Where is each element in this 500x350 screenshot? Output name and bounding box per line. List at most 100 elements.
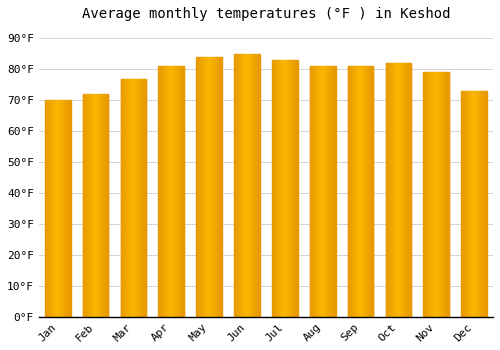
Bar bbox=[356, 66, 358, 317]
Bar bbox=[130, 78, 131, 317]
Bar bbox=[424, 72, 426, 317]
Bar bbox=[58, 100, 59, 317]
Bar bbox=[173, 66, 174, 317]
Bar bbox=[48, 100, 50, 317]
Bar bbox=[440, 72, 441, 317]
Bar bbox=[358, 66, 360, 317]
Bar bbox=[252, 54, 253, 317]
Bar bbox=[96, 94, 97, 317]
Bar bbox=[432, 72, 433, 317]
Bar bbox=[320, 66, 321, 317]
Bar bbox=[210, 57, 211, 317]
Bar bbox=[220, 57, 222, 317]
Bar bbox=[46, 100, 47, 317]
Bar bbox=[442, 72, 444, 317]
Bar bbox=[240, 54, 241, 317]
Bar bbox=[200, 57, 201, 317]
Bar bbox=[398, 63, 399, 317]
Bar bbox=[139, 78, 140, 317]
Bar bbox=[249, 54, 250, 317]
Bar bbox=[99, 94, 100, 317]
Bar bbox=[172, 66, 173, 317]
Bar bbox=[215, 57, 216, 317]
Bar bbox=[466, 91, 467, 317]
Bar bbox=[277, 60, 278, 317]
Bar bbox=[405, 63, 406, 317]
Bar bbox=[248, 54, 249, 317]
Bar bbox=[332, 66, 333, 317]
Bar bbox=[326, 66, 327, 317]
Bar bbox=[106, 94, 107, 317]
Bar bbox=[45, 100, 46, 317]
Bar bbox=[213, 57, 214, 317]
Bar bbox=[63, 100, 64, 317]
Bar bbox=[158, 66, 159, 317]
Bar bbox=[168, 66, 170, 317]
Bar bbox=[93, 94, 94, 317]
Bar bbox=[164, 66, 165, 317]
Bar bbox=[353, 66, 354, 317]
Bar bbox=[316, 66, 317, 317]
Bar bbox=[131, 78, 132, 317]
Bar bbox=[140, 78, 141, 317]
Bar bbox=[121, 78, 122, 317]
Bar bbox=[319, 66, 320, 317]
Bar bbox=[317, 66, 318, 317]
Bar bbox=[485, 91, 486, 317]
Bar bbox=[272, 60, 274, 317]
Bar bbox=[143, 78, 144, 317]
Bar bbox=[87, 94, 88, 317]
Bar bbox=[47, 100, 48, 317]
Bar bbox=[463, 91, 464, 317]
Bar bbox=[396, 63, 397, 317]
Bar bbox=[484, 91, 485, 317]
Bar bbox=[102, 94, 104, 317]
Bar bbox=[370, 66, 371, 317]
Bar bbox=[177, 66, 178, 317]
Bar bbox=[475, 91, 476, 317]
Bar bbox=[57, 100, 58, 317]
Bar bbox=[62, 100, 63, 317]
Bar bbox=[314, 66, 315, 317]
Bar bbox=[254, 54, 256, 317]
Bar bbox=[206, 57, 207, 317]
Bar bbox=[219, 57, 220, 317]
Bar bbox=[201, 57, 202, 317]
Bar bbox=[330, 66, 331, 317]
Bar bbox=[142, 78, 143, 317]
Bar bbox=[328, 66, 329, 317]
Bar bbox=[386, 63, 387, 317]
Bar bbox=[434, 72, 435, 317]
Bar bbox=[163, 66, 164, 317]
Bar bbox=[68, 100, 70, 317]
Bar bbox=[204, 57, 206, 317]
Bar bbox=[92, 94, 93, 317]
Bar bbox=[256, 54, 258, 317]
Bar bbox=[136, 78, 138, 317]
Bar bbox=[174, 66, 175, 317]
Bar bbox=[474, 91, 475, 317]
Bar bbox=[165, 66, 166, 317]
Bar bbox=[403, 63, 404, 317]
Bar bbox=[65, 100, 66, 317]
Bar bbox=[145, 78, 146, 317]
Bar bbox=[435, 72, 436, 317]
Bar bbox=[348, 66, 349, 317]
Bar bbox=[56, 100, 57, 317]
Bar bbox=[318, 66, 319, 317]
Bar bbox=[388, 63, 389, 317]
Bar bbox=[315, 66, 316, 317]
Bar bbox=[355, 66, 356, 317]
Bar bbox=[395, 63, 396, 317]
Bar bbox=[207, 57, 208, 317]
Bar bbox=[212, 57, 213, 317]
Bar bbox=[401, 63, 402, 317]
Bar bbox=[436, 72, 437, 317]
Bar bbox=[322, 66, 324, 317]
Bar bbox=[126, 78, 127, 317]
Bar bbox=[428, 72, 429, 317]
Bar bbox=[476, 91, 478, 317]
Bar bbox=[354, 66, 355, 317]
Bar bbox=[209, 57, 210, 317]
Bar bbox=[202, 57, 203, 317]
